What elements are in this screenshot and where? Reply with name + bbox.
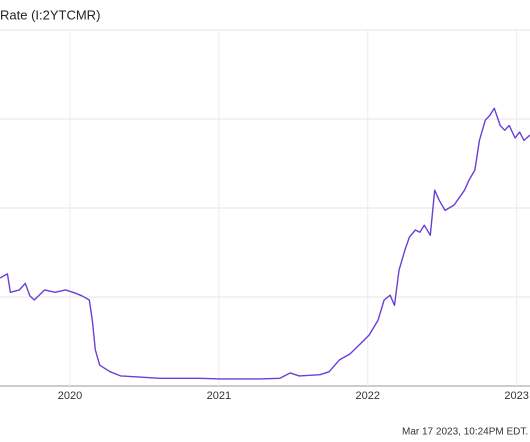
series-line xyxy=(0,107,530,380)
x-tick-label: 2021 xyxy=(207,390,231,402)
x-tick-label: 2023 xyxy=(504,390,528,402)
x-tick-label: 2020 xyxy=(58,390,82,402)
chart-title: Rate (I:2YTCMR) xyxy=(0,7,100,22)
footer: Mar 17 2023, 10:24PM EDT. Powere xyxy=(402,427,530,438)
x-tick-label: 2022 xyxy=(355,390,379,402)
